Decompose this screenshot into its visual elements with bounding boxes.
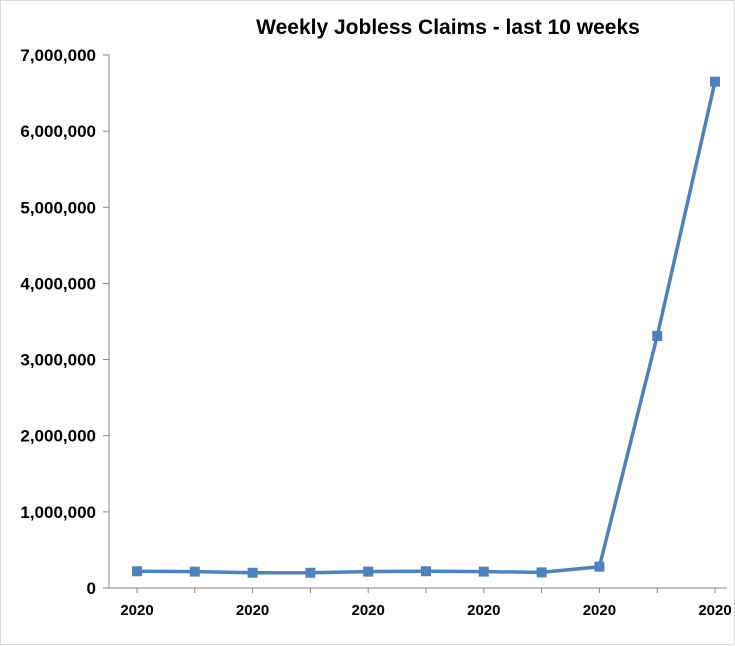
data-point-marker: [652, 330, 663, 341]
y-tick-label: 0: [87, 579, 96, 598]
x-tick-label: 2020: [467, 602, 500, 619]
y-tick-label: 2,000,000: [20, 427, 96, 446]
data-point-marker: [478, 566, 489, 577]
data-point-marker: [247, 567, 258, 578]
x-tick-label: 2020: [583, 602, 616, 619]
y-tick-label: 6,000,000: [20, 122, 96, 141]
y-tick-label: 5,000,000: [20, 198, 96, 217]
data-point-marker: [421, 566, 431, 577]
series-group: [132, 76, 720, 578]
chart-title: Weekly Jobless Claims - last 10 weeks: [256, 16, 640, 39]
y-axis: 0 1,000,000 2,000,000 3,000,000 4,000,000 5,0…: [20, 46, 110, 598]
x-tick-label: 2020: [120, 602, 153, 619]
data-point-marker: [363, 566, 374, 577]
y-tick-label: 1,000,000: [20, 503, 96, 522]
data-point-marker: [189, 566, 200, 577]
series-line: [136, 81, 717, 575]
y-tick-label: 4,000,000: [20, 274, 96, 293]
y-tick-label: 7,000,000: [20, 46, 96, 65]
data-point-marker: [710, 76, 720, 87]
x-tick-label: 2020: [236, 602, 269, 619]
data-point-marker: [305, 567, 316, 578]
data-point-marker: [536, 567, 547, 578]
x-axis: 2020 2020 2020 2020 2020 2020: [109, 587, 732, 619]
x-tick-label: 2020: [698, 602, 731, 619]
data-point-marker: [594, 561, 605, 572]
y-tick-label: 3,000,000: [20, 351, 96, 370]
data-point-marker: [132, 566, 142, 577]
x-tick-label: 2020: [352, 602, 385, 619]
